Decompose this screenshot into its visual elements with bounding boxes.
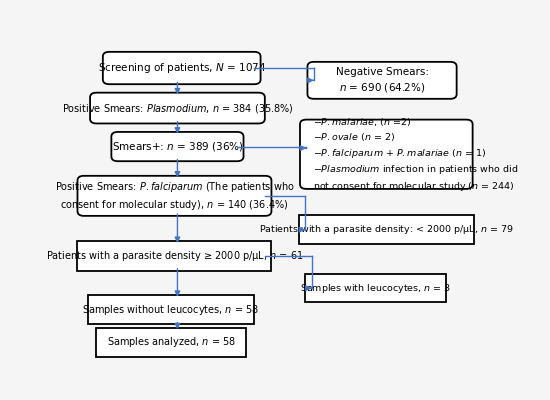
Text: Patients with a parasite density: < 2000 p/μL, $n$ = 79: Patients with a parasite density: < 2000… bbox=[259, 223, 514, 236]
FancyBboxPatch shape bbox=[300, 120, 472, 189]
Text: Patients with a parasite density ≥ 2000 p/μL, $n$ = 61: Patients with a parasite density ≥ 2000 … bbox=[46, 249, 303, 263]
FancyBboxPatch shape bbox=[111, 132, 244, 161]
Text: Samples analyzed, $n$ = 58: Samples analyzed, $n$ = 58 bbox=[107, 335, 235, 349]
Text: Positive Smears: $P. falciparum$ (The patients who
consent for molecular study),: Positive Smears: $P. falciparum$ (The pa… bbox=[54, 180, 294, 212]
Text: $-P. malariae$, ($n$ =2)
$-P. ovale$ ($n$ = 2)
$-P. falciparum$ + $P. malariae$ : $-P. malariae$, ($n$ =2) $-P. ovale$ ($n… bbox=[313, 116, 518, 193]
FancyBboxPatch shape bbox=[78, 241, 272, 270]
Text: Samples with leucocytes, $n$ = 3: Samples with leucocytes, $n$ = 3 bbox=[300, 282, 451, 295]
FancyBboxPatch shape bbox=[305, 274, 446, 302]
Text: Smears+: $n$ = 389 (36%): Smears+: $n$ = 389 (36%) bbox=[112, 140, 243, 153]
Text: Positive Smears: $Plasmodium$, $n$ = 384 (35.8%): Positive Smears: $Plasmodium$, $n$ = 384… bbox=[62, 102, 293, 114]
FancyBboxPatch shape bbox=[307, 62, 456, 99]
Text: Negative Smears:
$n$ = 690 (64.2%): Negative Smears: $n$ = 690 (64.2%) bbox=[336, 67, 428, 94]
FancyBboxPatch shape bbox=[299, 215, 474, 244]
Text: Samples without leucocytes, $n$ = 58: Samples without leucocytes, $n$ = 58 bbox=[82, 303, 260, 317]
FancyBboxPatch shape bbox=[78, 176, 272, 216]
FancyBboxPatch shape bbox=[90, 93, 265, 124]
FancyBboxPatch shape bbox=[88, 295, 254, 324]
FancyBboxPatch shape bbox=[103, 52, 261, 84]
FancyBboxPatch shape bbox=[96, 328, 246, 357]
Text: Screening of patients, $N$ = 1074: Screening of patients, $N$ = 1074 bbox=[97, 61, 266, 75]
